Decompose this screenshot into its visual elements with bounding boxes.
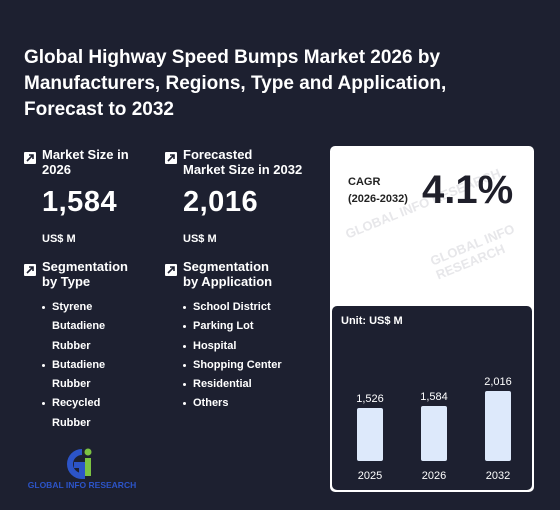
- logo-text: GLOBAL INFO RESEARCH: [28, 480, 136, 490]
- cagr-value: 4.1%: [422, 168, 514, 212]
- list-item: Recycled: [42, 394, 162, 413]
- chart-unit-label: Unit: US$ M: [341, 315, 403, 327]
- list-item: Butadiene: [52, 320, 106, 333]
- logo-mark-icon: GLOBAL INFO RESEARCH: [28, 448, 136, 490]
- trend-arrow-icon: [165, 152, 177, 164]
- list-item: Others: [183, 394, 323, 413]
- cagr-period: (2026-2032): [348, 193, 408, 205]
- list-item: Hospital: [183, 337, 323, 356]
- bar-value-label: 1,584: [420, 391, 448, 403]
- company-logo: GLOBAL INFO RESEARCH: [22, 446, 142, 495]
- trend-arrow-icon: [165, 264, 177, 276]
- forecast-size-unit: US$ M: [183, 233, 217, 245]
- type-list: Styrene Butadiene Rubber Butadiene Rubbe…: [42, 298, 162, 433]
- list-item: Rubber: [52, 378, 91, 391]
- list-item: School District: [183, 298, 323, 317]
- list-item: Parking Lot: [183, 317, 323, 336]
- market-size-chart: Unit: US$ M 1,526 2025 1,584 2026 2,016 2032: [332, 306, 532, 490]
- market-size-unit: US$ M: [42, 233, 76, 245]
- bar-category-label: 2032: [486, 470, 510, 482]
- cagr-card: GLOBAL INFO RESEARCH GLOBAL INFO RESEARC…: [330, 146, 534, 492]
- bar-2025: [357, 408, 383, 461]
- segmentation-application-label: Segmentation: [183, 259, 269, 274]
- list-item: Residential: [183, 375, 323, 394]
- bar-category-label: 2025: [358, 470, 382, 482]
- market-size-label: Market Size in: [42, 147, 129, 162]
- bar-category-label: 2026: [422, 470, 446, 482]
- bar-value-label: 2,016: [484, 376, 512, 388]
- forecast-size-year: Market Size in 2032: [183, 162, 303, 177]
- bar-2026: [421, 406, 447, 461]
- watermark-text: GLOBAL INFO RESEARCH: [428, 221, 517, 283]
- bar-2032: [485, 391, 511, 461]
- forecast-size-label: Forecasted: [183, 147, 253, 162]
- list-item: Butadiene: [42, 356, 162, 375]
- bar-chart-svg: 1,526 2025 1,584 2026 2,016 2032: [356, 376, 512, 482]
- forecast-size-value: 2,016: [183, 186, 259, 218]
- segmentation-type-sub: by Type: [42, 274, 91, 289]
- segmentation-application-sub: by Application: [183, 274, 273, 289]
- list-item: Shopping Center: [183, 356, 323, 375]
- cagr-title: CAGR: [348, 176, 381, 188]
- segmentation-type-label: Segmentation: [42, 259, 128, 274]
- market-size-year: 2026: [42, 162, 71, 177]
- page-title: Global Highway Speed Bumps Market 2026 b…: [24, 47, 447, 120]
- list-item: Styrene: [42, 298, 162, 317]
- list-item: Rubber: [52, 416, 91, 429]
- market-size-value: 1,584: [42, 186, 118, 218]
- application-list: School District Parking Lot Hospital Sho…: [183, 298, 323, 414]
- cagr-label: CAGR (2026-2032): [348, 174, 408, 208]
- trend-arrow-icon: [24, 264, 36, 276]
- trend-arrow-icon: [24, 152, 36, 164]
- list-item: Rubber: [52, 339, 91, 352]
- bar-value-label: 1,526: [356, 393, 384, 405]
